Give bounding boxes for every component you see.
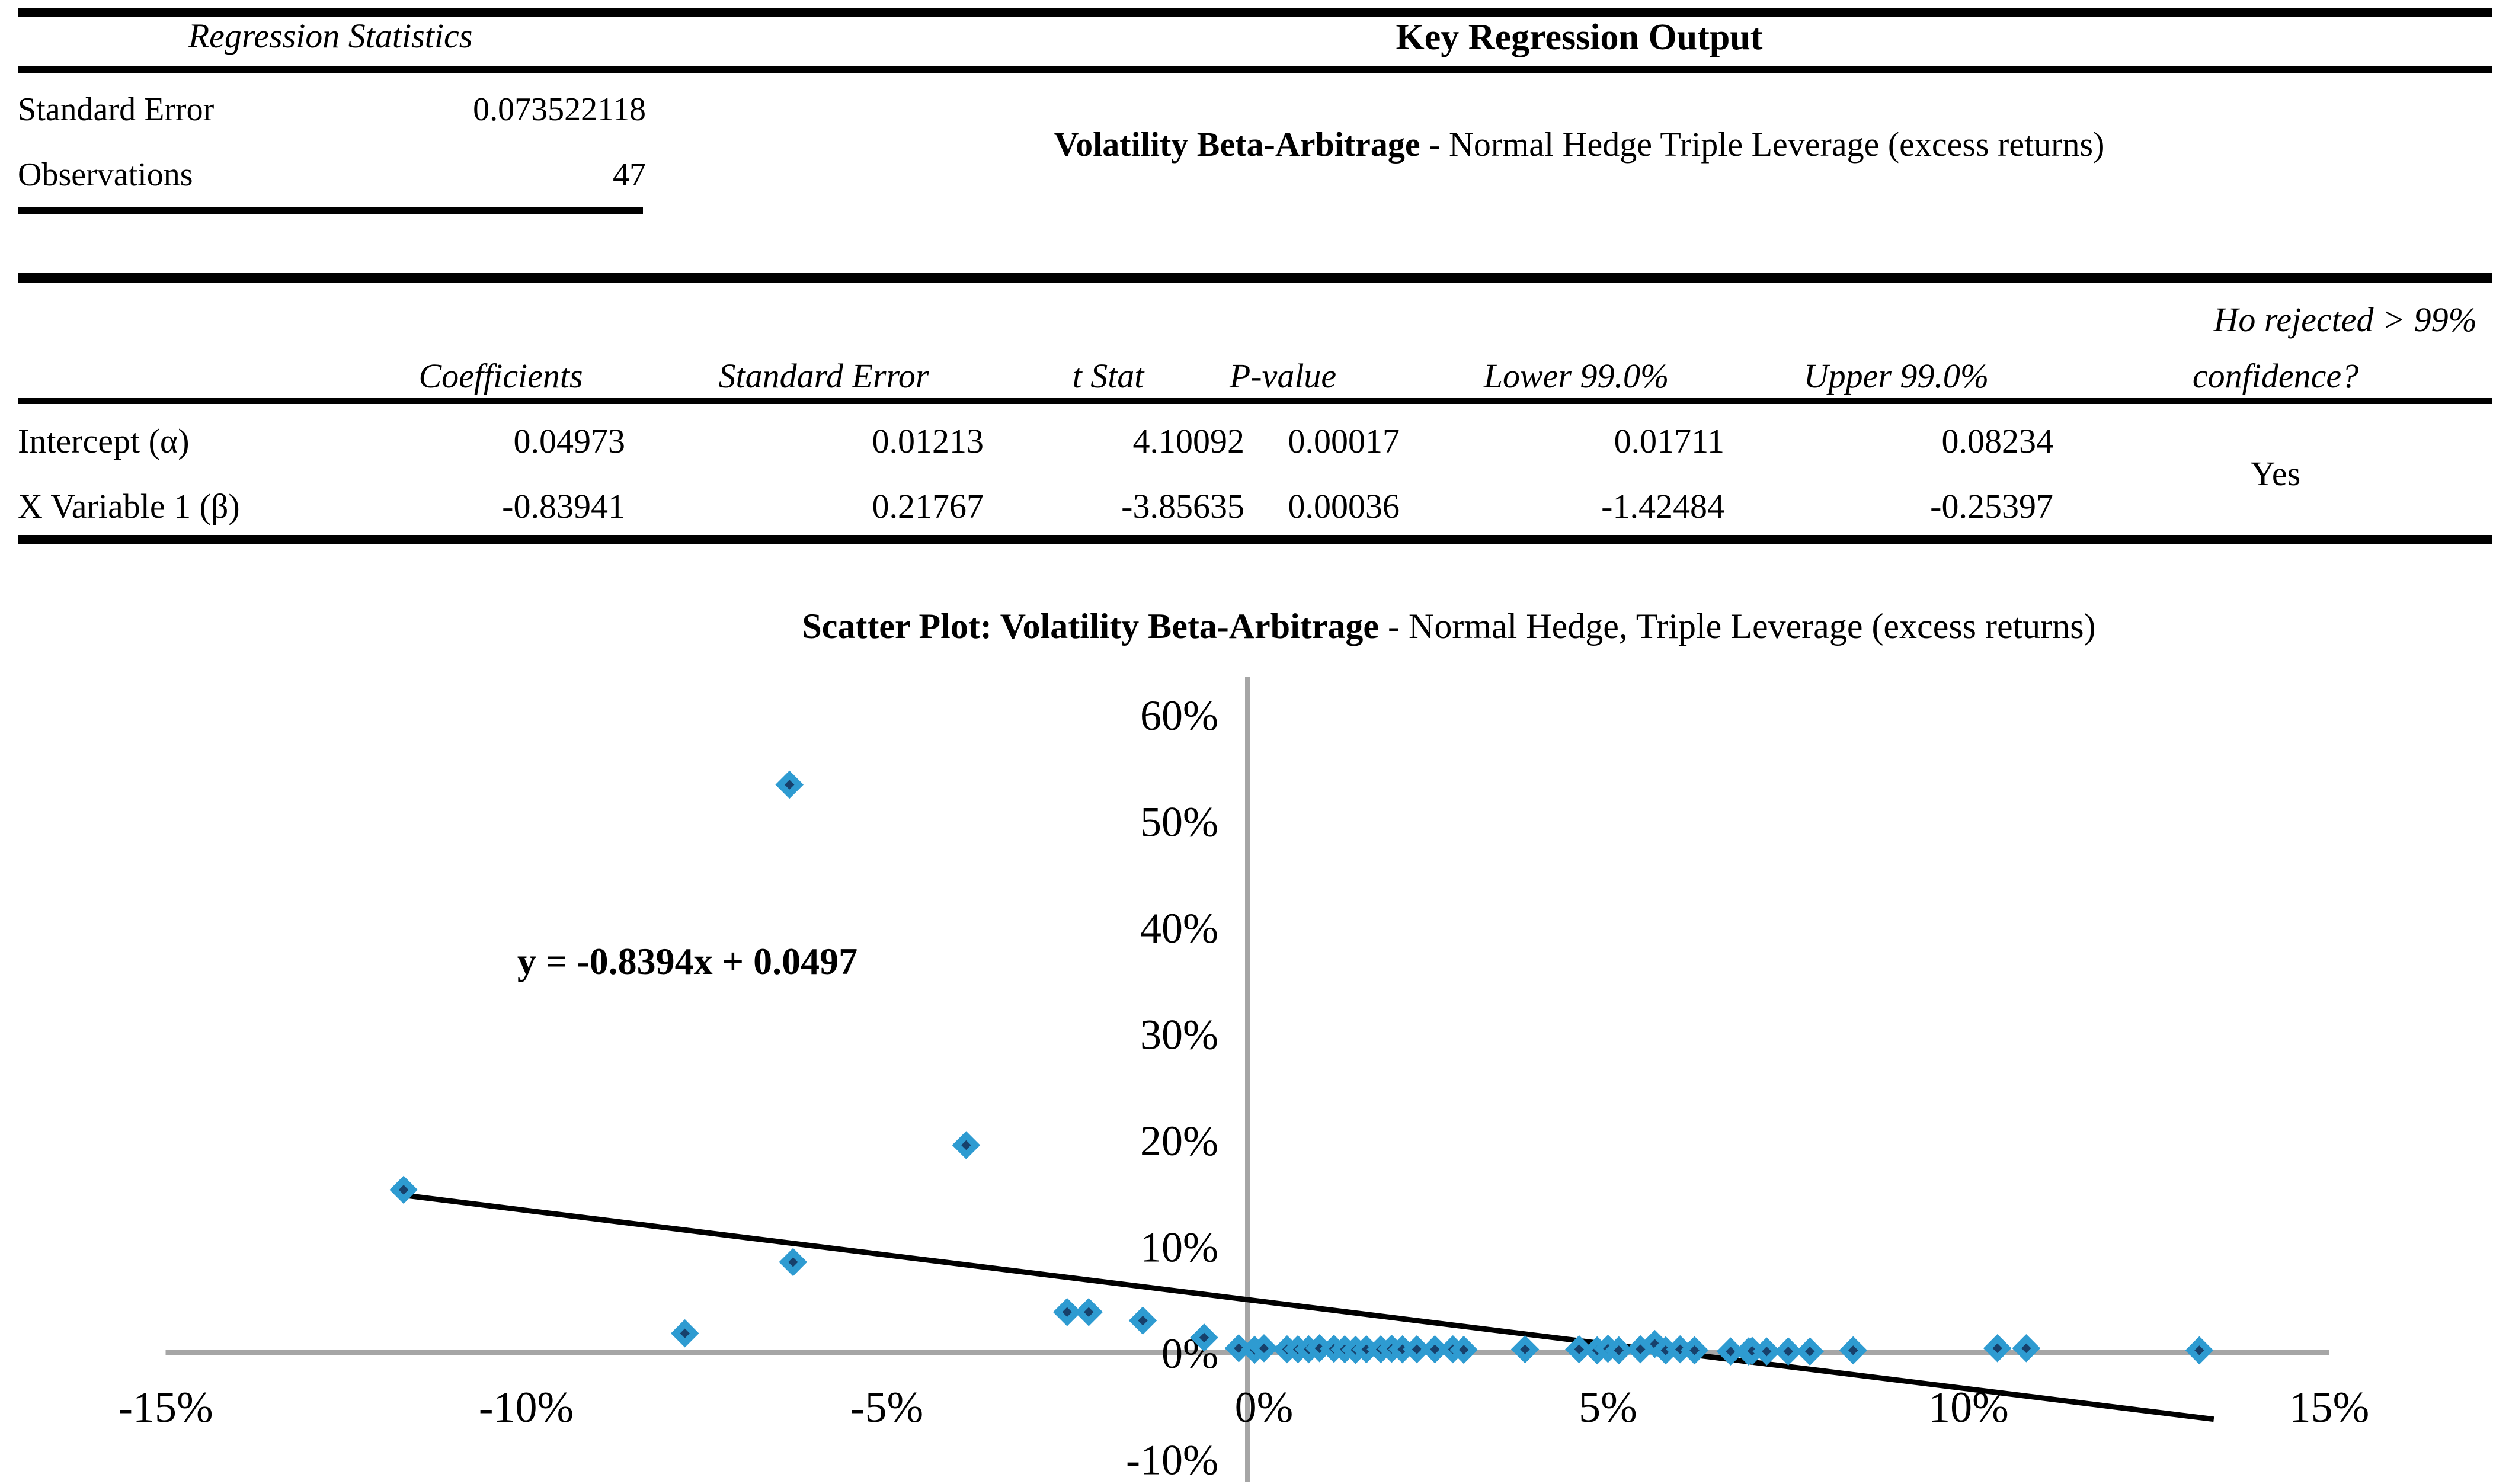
intercept-lower-99: 0.01711 bbox=[1614, 422, 1724, 460]
chart-title-regular-part: - Normal Hedge, Triple Leverage (excess … bbox=[1379, 607, 2096, 646]
x-variable-lower-99: -1.42484 bbox=[1601, 487, 1724, 525]
x-variable-standard-error: 0.21767 bbox=[872, 487, 984, 525]
col-header-t-stat: t Stat bbox=[1072, 357, 1144, 395]
x-tick-label: -15% bbox=[118, 1383, 213, 1432]
scatter-point bbox=[670, 1319, 699, 1348]
note-ho-rejected: Ho rejected > 99% bbox=[2213, 300, 2477, 339]
scatter-point bbox=[1983, 1334, 2012, 1363]
regression-statistics-title: Regression Statistics bbox=[188, 17, 473, 55]
header-rule bbox=[18, 66, 2492, 73]
stat-label-observations: Observations bbox=[18, 156, 193, 193]
intercept-upper-99: 0.08234 bbox=[1941, 422, 2054, 460]
scatter-point bbox=[1420, 1335, 1449, 1364]
scatter-point bbox=[1604, 1336, 1633, 1365]
y-tick-label: 60% bbox=[1140, 692, 1218, 739]
scatter-point bbox=[1565, 1335, 1593, 1364]
scatter-point bbox=[1074, 1298, 1103, 1326]
y-tick-label: 10% bbox=[1140, 1224, 1218, 1271]
y-tick-label: 40% bbox=[1140, 905, 1218, 952]
key-output-subtitle: Volatility Beta-Arbitrage - Normal Hedge… bbox=[664, 126, 2495, 164]
scatter-point bbox=[389, 1175, 418, 1204]
y-tick-label: 20% bbox=[1140, 1117, 1218, 1165]
x-tick-label: 15% bbox=[2289, 1383, 2370, 1432]
intercept-t-stat: 4.10092 bbox=[1132, 422, 1245, 460]
row-label-intercept: Intercept (α) bbox=[18, 422, 190, 460]
col-header-standard-error: Standard Error bbox=[718, 357, 929, 395]
x-tick-label: -5% bbox=[850, 1383, 923, 1432]
scatter-point bbox=[1510, 1335, 1540, 1364]
x-tick-label: 0% bbox=[1235, 1383, 1294, 1432]
stats-table-bottom-rule bbox=[18, 207, 643, 214]
scatter-point bbox=[779, 1248, 808, 1277]
scatter-point bbox=[1716, 1337, 1745, 1366]
y-tick-label: 30% bbox=[1140, 1011, 1218, 1059]
scatter-point bbox=[1224, 1334, 1253, 1363]
y-tick-label: -10% bbox=[1126, 1437, 1218, 1484]
x-variable-upper-99: -0.25397 bbox=[1930, 487, 2053, 525]
decision-value: Yes bbox=[2250, 454, 2301, 493]
scatter-point bbox=[1403, 1335, 1431, 1364]
coef-header-underline bbox=[18, 398, 2492, 404]
coef-table-bottom-rule bbox=[18, 535, 2492, 544]
scatter-point bbox=[1774, 1337, 1803, 1366]
scatter-point bbox=[2012, 1334, 2041, 1363]
col-header-p-value: P-value bbox=[1229, 357, 1337, 395]
x-variable-coefficient: -0.83941 bbox=[502, 487, 625, 525]
chart-title-bold-part: Scatter Plot: Volatility Beta-Arbitrage bbox=[802, 607, 1380, 646]
chart-title: Scatter Plot: Volatility Beta-Arbitrage … bbox=[391, 605, 2507, 647]
scatter-point bbox=[1839, 1336, 1868, 1365]
stat-label-standard-error: Standard Error bbox=[18, 91, 215, 128]
scatter-point bbox=[1449, 1335, 1478, 1364]
scatter-point bbox=[775, 770, 804, 799]
key-output-title: Key Regression Output bbox=[1396, 17, 1763, 57]
intercept-standard-error: 0.01213 bbox=[872, 422, 984, 460]
col-header-upper-99: Upper 99.0% bbox=[1803, 357, 1989, 395]
scatter-point bbox=[1796, 1337, 1825, 1366]
scatter-point bbox=[2185, 1336, 2214, 1365]
trendline-equation-label: y = -0.8394x + 0.0497 bbox=[517, 940, 858, 982]
x-variable-t-stat: -3.85635 bbox=[1121, 487, 1244, 525]
x-variable-p-value: 0.00036 bbox=[1288, 487, 1400, 525]
col-header-lower-99: Lower 99.0% bbox=[1483, 357, 1669, 395]
intercept-coefficient: 0.04973 bbox=[513, 422, 626, 460]
intercept-p-value: 0.00017 bbox=[1288, 422, 1400, 460]
scatter-point bbox=[1190, 1323, 1218, 1352]
scatter-point bbox=[1250, 1334, 1278, 1363]
stat-value-observations: 47 bbox=[613, 156, 646, 193]
x-tick-label: 5% bbox=[1579, 1383, 1637, 1432]
subtitle-regular-part: - Normal Hedge Triple Leverage (excess r… bbox=[1420, 125, 2105, 164]
x-tick-label: -10% bbox=[479, 1383, 574, 1432]
scatter-point bbox=[952, 1131, 981, 1159]
y-tick-label: 50% bbox=[1140, 799, 1218, 846]
scatter-chart: 60%50%40%30%20%10%0%-10%-15% -10% -5% 0% 5% 1… bbox=[118, 677, 2370, 1484]
stat-value-standard-error: 0.073522118 bbox=[473, 91, 646, 128]
scatter-point bbox=[1680, 1336, 1709, 1365]
scatter-point bbox=[1752, 1337, 1781, 1366]
subtitle-bold-part: Volatility Beta-Arbitrage bbox=[1054, 125, 1420, 164]
scatter-point bbox=[1052, 1298, 1081, 1326]
scatter-point bbox=[1128, 1306, 1157, 1335]
top-rule bbox=[18, 8, 2492, 17]
col-header-coefficients: Coefficients bbox=[418, 357, 583, 395]
note-confidence: confidence? bbox=[2192, 357, 2359, 395]
coef-table-top-rule bbox=[18, 273, 2492, 283]
trend-line bbox=[403, 1193, 2214, 1422]
row-label-x-variable: X Variable 1 (β) bbox=[18, 487, 240, 525]
